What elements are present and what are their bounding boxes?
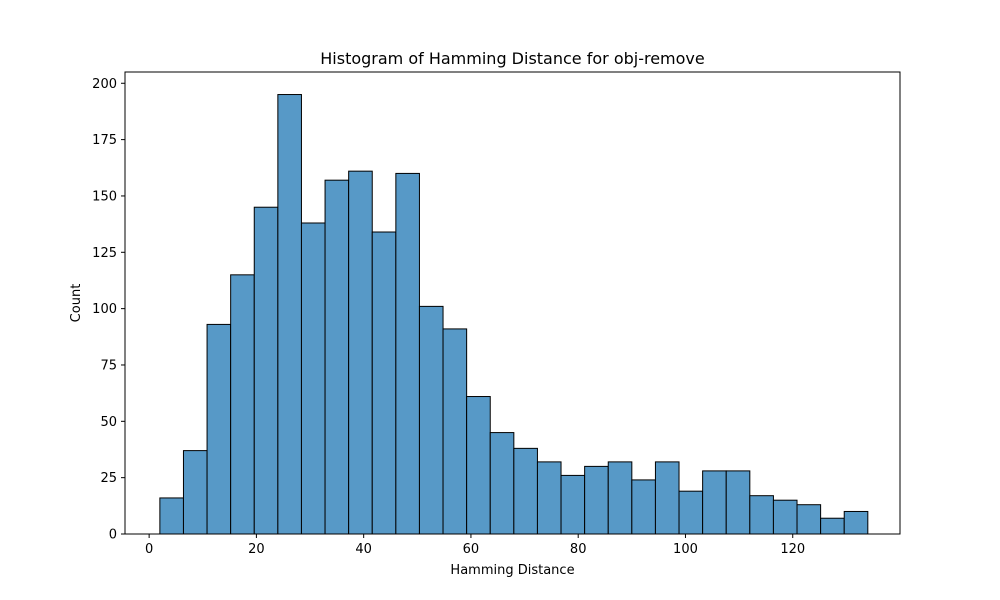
histogram-bar [631, 479, 656, 535]
x-axis-ticks: 0 20 40 60 80 100 120 [145, 534, 805, 557]
x-tick-label: 40 [355, 542, 372, 557]
histogram-bar [371, 231, 397, 535]
y-axis-label: Count [69, 284, 84, 323]
histogram-bar [182, 450, 208, 535]
histogram-bar [772, 499, 798, 535]
y-tick-label: 200 [92, 77, 117, 92]
y-tick-label: 100 [92, 302, 117, 317]
histogram-bar [513, 447, 538, 535]
histogram-bar [206, 323, 232, 535]
histogram-bar [324, 179, 350, 535]
y-tick-label: 75 [100, 358, 117, 373]
y-axis-ticks: 0 25 50 75 100 125 150 175 200 [92, 77, 125, 543]
x-tick-label: 120 [780, 542, 805, 557]
bars-group [159, 94, 869, 535]
histogram-bar [348, 170, 373, 535]
histogram-bar [489, 432, 515, 535]
y-tick-label: 25 [100, 471, 117, 486]
histogram-bar [230, 274, 255, 535]
histogram-bar [749, 495, 774, 535]
histogram-bar [418, 305, 444, 535]
histogram-bar [843, 510, 869, 535]
histogram-bar [253, 206, 279, 535]
x-tick-label: 100 [673, 542, 698, 557]
y-tick-label: 125 [92, 246, 117, 261]
histogram-bar [702, 470, 727, 535]
x-tick-label: 80 [570, 542, 587, 557]
histogram-bar [654, 461, 680, 535]
histogram-bar [159, 497, 184, 535]
x-tick-label: 20 [248, 542, 265, 557]
histogram-bar [820, 517, 845, 535]
histogram-bar [536, 461, 562, 535]
y-tick-label: 150 [92, 189, 117, 204]
histogram-bar [725, 470, 751, 535]
histogram-bar [560, 474, 586, 535]
histogram-bar [584, 465, 609, 535]
histogram-bar [607, 461, 633, 535]
histogram-bar [466, 396, 491, 535]
y-tick-label: 50 [100, 415, 117, 430]
plot-frame [124, 71, 901, 535]
chart-title: Histogram of Hamming Distance for obj-re… [320, 49, 704, 68]
x-axis-label: Hamming Distance [450, 563, 574, 578]
histogram-bar [678, 490, 704, 535]
x-tick-label: 60 [463, 542, 480, 557]
y-tick-label: 175 [92, 133, 117, 148]
histogram-bar [395, 172, 420, 535]
x-tick-label: 0 [145, 542, 153, 557]
histogram-bar [300, 222, 326, 535]
histogram-bar [442, 328, 468, 535]
y-tick-label: 0 [109, 528, 117, 543]
histogram-bar [277, 94, 302, 535]
histogram-bar [796, 504, 822, 535]
